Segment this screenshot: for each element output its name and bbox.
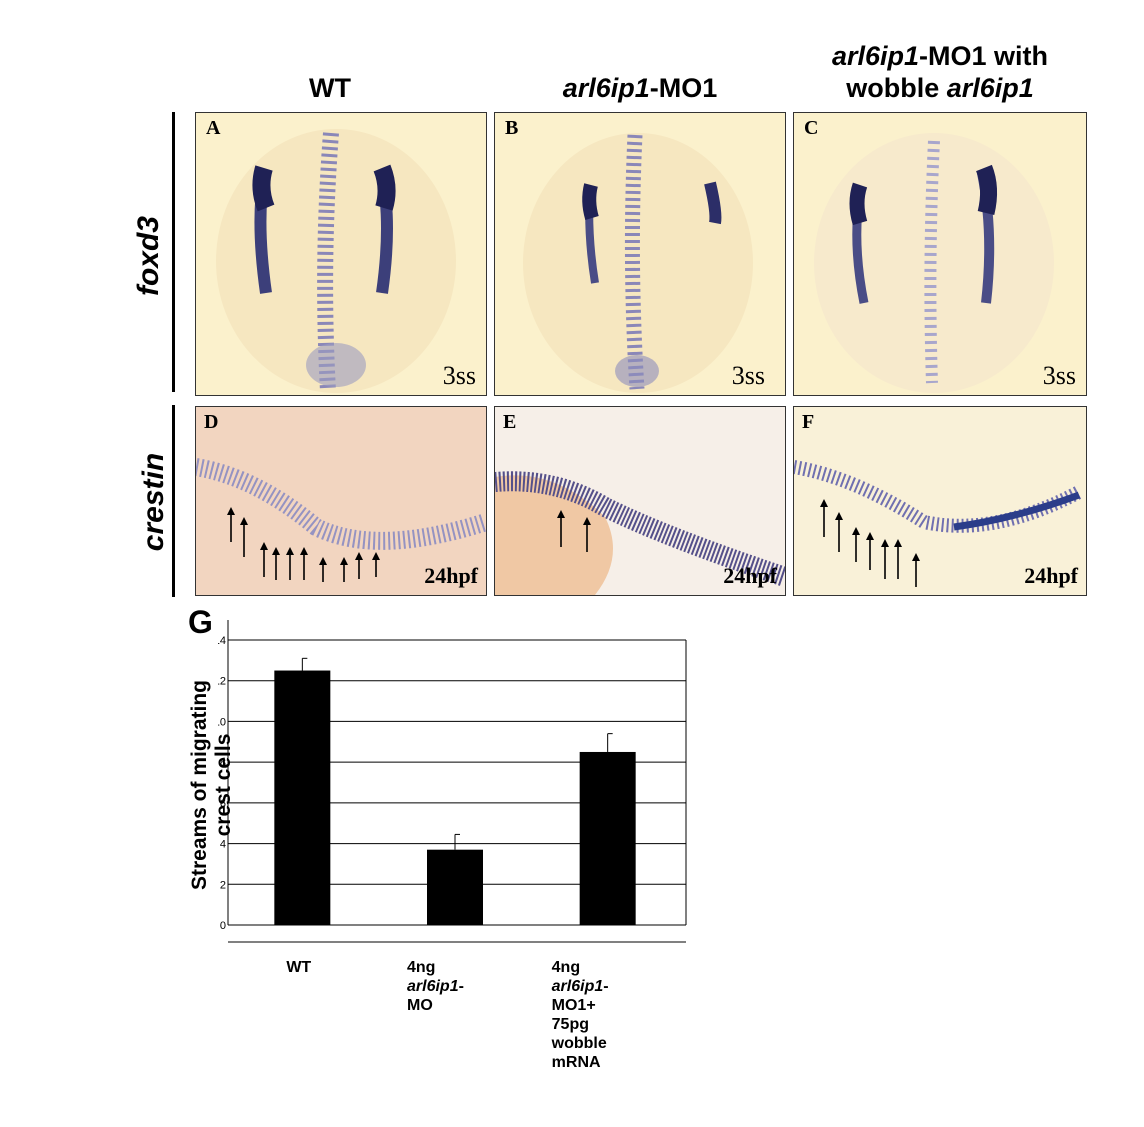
panel-e: E 24hpf (494, 406, 786, 596)
arrow-f-2 (835, 512, 843, 552)
panel-c-stage: 3ss (1042, 361, 1076, 390)
x-category-label-1-line-1: WT (286, 959, 312, 976)
x-category-label-3-line-1: 4ng arl6ip1-MO1+ (551, 959, 609, 1014)
panel-b: B 3ss (494, 112, 786, 396)
arrow-d-7 (319, 557, 327, 582)
panel-d-letter: D (204, 411, 219, 433)
bar-2 (427, 849, 483, 925)
column-heading-mo1-suffix: -MO1 (649, 73, 718, 103)
y-tick-label-6: 6 (220, 798, 226, 810)
arrow-d-6 (300, 547, 308, 580)
error-bar-1 (301, 657, 308, 671)
arrow-f-7 (912, 553, 920, 587)
row-label-foxd3: foxd3 (132, 216, 165, 297)
panel-a-stage: 3ss (442, 361, 476, 390)
y-tick-label-14: 14 (218, 635, 226, 647)
panel-b-letter: B (505, 117, 519, 139)
arrow-d-3 (260, 542, 268, 577)
panel-f-image (794, 407, 1086, 595)
panel-e-letter: E (503, 411, 517, 433)
arrow-d-1 (227, 507, 235, 542)
y-tick-label-8: 8 (220, 757, 226, 769)
arrow-d-4 (272, 547, 280, 580)
arrow-d-5 (286, 547, 294, 580)
y-tick-label-10: 10 (218, 716, 226, 728)
x-category-label-2: 4ng arl6ip1- MO (407, 958, 464, 1015)
chart-y-axis-label-line1: Streams of migrating (188, 679, 211, 891)
error-bar-3 (607, 733, 613, 752)
chart-y-ticks: 0 2 4 6 8 10 12 14 (218, 635, 226, 932)
arrow-f-1 (820, 499, 828, 537)
y-tick-label-2: 2 (220, 879, 226, 891)
x-category-label-2-line-1: 4ng arl6ip1- (407, 959, 464, 995)
panel-f: F 24hpf (793, 406, 1087, 596)
panel-g-letter: G (188, 604, 213, 640)
panel-a-image (196, 113, 486, 395)
arrow-e-1 (557, 510, 565, 547)
chart-error-bars (301, 657, 613, 850)
panel-b-stage: 3ss (731, 361, 765, 390)
x-category-label-3: 4ng arl6ip1-MO1+ 75pg wobble mRNA (552, 958, 609, 1072)
arrow-e-2 (583, 517, 591, 552)
y-tick-label-0: 0 (220, 920, 226, 932)
column-heading-rescue: arl6ip1-MO1 with wobble arl6ip1 (790, 40, 1090, 104)
arrow-f-4 (866, 532, 874, 570)
arrow-d-9 (355, 552, 363, 579)
row-divider-crestin (172, 405, 175, 597)
bar-chart: 0 2 4 6 8 10 12 14 (218, 620, 687, 943)
x-category-label-3-line-2: 75pg wobble (551, 1016, 607, 1052)
panel-d-image (196, 407, 486, 595)
arrow-d-2 (240, 517, 248, 557)
row-divider-foxd3 (172, 112, 175, 392)
panel-f-stage: 24hpf (1024, 563, 1078, 588)
column-heading-rescue-suffix: -MO1 with (919, 41, 1049, 71)
arrow-f-5 (881, 539, 889, 579)
row-label-crestin: crestin (137, 452, 170, 552)
panel-e-stage: 24hpf (723, 563, 777, 588)
panel-f-letter: F (802, 411, 815, 433)
y-tick-label-4: 4 (220, 839, 226, 851)
arrow-f-3 (852, 527, 860, 562)
panel-f-arrows (820, 499, 920, 587)
x-category-label-2-line-2: MO (407, 997, 433, 1014)
x-category-label-3-line-3: mRNA (551, 1054, 601, 1071)
panel-a-letter: A (206, 117, 221, 139)
bar-3 (579, 751, 636, 925)
column-heading-rescue-line2: wobble arl6ip1 (790, 72, 1090, 104)
panel-d: D 24hpf (195, 406, 487, 596)
column-heading-rescue-gene: arl6ip1 (831, 41, 920, 71)
panel-c: C 3ss (793, 112, 1087, 396)
column-heading-rescue-line1: arl6ip1-MO1 with (790, 40, 1090, 72)
panel-b-image (495, 113, 785, 395)
chart-bars (274, 670, 636, 925)
column-heading-mo1: arl6ip1-MO1 (520, 72, 760, 104)
x-category-label-1: WT (286, 958, 311, 977)
panel-a: A 3ss (195, 112, 487, 396)
arrow-d-8 (340, 557, 348, 582)
arrow-d-10 (372, 552, 380, 577)
y-tick-label-12: 12 (218, 676, 226, 688)
error-bar-2 (454, 833, 460, 850)
bar-1 (274, 670, 331, 925)
column-heading-rescue-gene2: arl6ip1 (946, 73, 1034, 103)
panel-e-image (495, 407, 785, 595)
panel-c-letter: C (804, 117, 819, 139)
column-heading-wt-text: WT (309, 73, 351, 103)
column-heading-wt: WT (270, 72, 390, 104)
column-heading-mo1-gene: arl6ip1 (562, 73, 650, 103)
panel-c-image (794, 113, 1086, 395)
panel-d-stage: 24hpf (424, 563, 478, 588)
arrow-f-6 (894, 539, 902, 579)
panel-d-arrows (227, 507, 380, 582)
panel-e-arrows (557, 510, 591, 552)
column-heading-rescue-wobble: wobble (846, 73, 947, 103)
